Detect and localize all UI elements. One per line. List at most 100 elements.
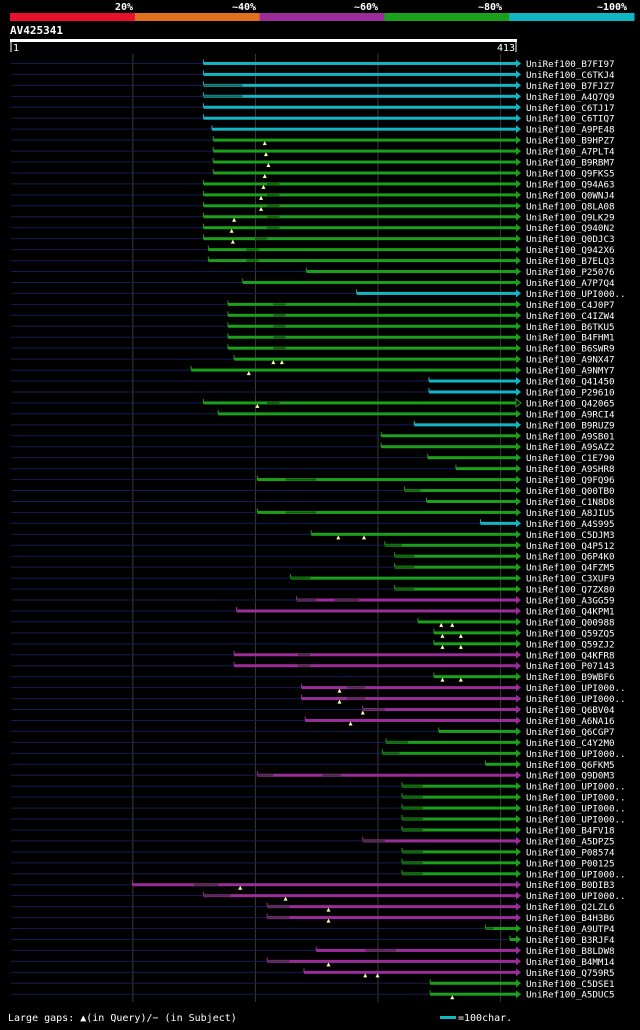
hit-bar[interactable]	[386, 740, 516, 744]
hit-row[interactable]: UniRef100_C5DSE1	[11, 979, 615, 990]
hit-label[interactable]: UniRef100_C4J0P7	[526, 300, 615, 311]
hit-bar[interactable]	[381, 445, 516, 449]
hit-row[interactable]: UniRef100_Q759R5	[11, 968, 615, 979]
hit-row[interactable]: UniRef100_A9SHR8	[11, 464, 615, 475]
hit-label[interactable]: UniRef100_C5DJM3	[526, 530, 615, 541]
hit-bar[interactable]	[203, 72, 516, 76]
hit-label[interactable]: UniRef100_A7P7Q4	[526, 278, 615, 289]
hit-row[interactable]: UniRef100_C1E790	[11, 453, 615, 464]
hit-label[interactable]: UniRef100_A5DPZ5	[526, 836, 615, 847]
hit-bar[interactable]	[227, 324, 516, 328]
hit-bar[interactable]	[213, 171, 516, 175]
hit-bar[interactable]	[402, 850, 516, 854]
hit-row[interactable]: UniRef100_B7FI97	[11, 59, 615, 70]
hit-label[interactable]: UniRef100_Q6CGP7	[526, 727, 615, 738]
hit-bar[interactable]	[213, 160, 516, 164]
hit-label[interactable]: UniRef100_Q2LZL6	[526, 902, 615, 913]
hit-label[interactable]: UniRef100_UPI000..	[526, 782, 626, 793]
hit-bar[interactable]	[414, 423, 516, 427]
hit-label[interactable]: UniRef100_P25076	[526, 267, 615, 278]
hit-row[interactable]: UniRef100_C4IZW4	[11, 311, 615, 322]
hit-row[interactable]: UniRef100_Q940N2	[11, 223, 615, 234]
hit-bar[interactable]	[203, 83, 516, 87]
hit-label[interactable]: UniRef100_UPI000..	[526, 891, 626, 902]
hit-label[interactable]: UniRef100_C1N8D8	[526, 497, 615, 508]
hit-label[interactable]: UniRef100_C4IZW4	[526, 311, 615, 322]
hit-label[interactable]: UniRef100_UPI000..	[526, 869, 626, 880]
hit-label[interactable]: UniRef100_B4H3B6	[526, 913, 615, 924]
hit-row[interactable]: UniRef100_C5DJM3	[11, 530, 615, 541]
hit-bar[interactable]	[203, 401, 516, 405]
hit-label[interactable]: UniRef100_Q9FKS5	[526, 168, 615, 179]
hit-label[interactable]: UniRef100_P29610	[526, 387, 615, 398]
hit-label[interactable]: UniRef100_Q9FQ96	[526, 475, 615, 486]
hit-label[interactable]: UniRef100_A3GG59	[526, 596, 615, 607]
hit-row[interactable]: UniRef100_Q00TB0	[11, 486, 615, 497]
hit-row[interactable]: UniRef100_Q4KFR8	[11, 650, 615, 661]
hit-row[interactable]: UniRef100_A9NX47	[11, 355, 615, 366]
hit-row[interactable]: UniRef100_A5DUC5	[11, 990, 615, 1001]
hit-bar[interactable]	[203, 116, 516, 120]
hit-bar[interactable]	[428, 379, 516, 383]
hit-bar[interactable]	[430, 992, 516, 996]
hit-row[interactable]: UniRef100_A7PLT4	[11, 147, 615, 158]
hit-bar[interactable]	[267, 959, 516, 963]
hit-bar[interactable]	[203, 237, 516, 241]
hit-bar[interactable]	[384, 543, 516, 547]
hit-row[interactable]: UniRef100_C4Y2M0	[11, 738, 615, 749]
hit-bar[interactable]	[433, 631, 516, 635]
hit-bar[interactable]	[242, 280, 516, 284]
hit-bar[interactable]	[227, 313, 516, 317]
hit-row[interactable]: UniRef100_UPI000..	[11, 815, 626, 826]
hit-label[interactable]: UniRef100_A5DUC5	[526, 990, 615, 1001]
hit-label[interactable]: UniRef100_C3XUF9	[526, 574, 615, 585]
hit-bar[interactable]	[203, 193, 516, 197]
hit-row[interactable]: UniRef100_A4S995	[11, 519, 615, 530]
hit-row[interactable]: UniRef100_UPI000..	[11, 793, 626, 804]
hit-bar[interactable]	[203, 226, 516, 230]
hit-row[interactable]: UniRef100_B4MM14	[11, 957, 615, 968]
hit-bar[interactable]	[203, 182, 516, 186]
hit-label[interactable]: UniRef100_A6NA16	[526, 716, 615, 727]
hit-bar[interactable]	[402, 795, 516, 799]
hit-row[interactable]: UniRef100_Q4P512	[11, 541, 615, 552]
hit-row[interactable]: UniRef100_Q94A63	[11, 179, 615, 190]
hit-label[interactable]: UniRef100_Q940N2	[526, 223, 615, 234]
hit-label[interactable]: UniRef100_Q41450	[526, 377, 615, 388]
hit-row[interactable]: UniRef100_B8LDW8	[11, 946, 615, 957]
hit-row[interactable]: UniRef100_P08574	[11, 847, 615, 858]
hit-bar[interactable]	[402, 861, 516, 865]
hit-bar[interactable]	[311, 532, 516, 536]
hit-bar[interactable]	[430, 981, 516, 985]
hit-bar[interactable]	[203, 215, 516, 219]
hit-label[interactable]: UniRef100_B9WBF6	[526, 672, 615, 683]
hit-bar[interactable]	[267, 916, 516, 920]
hit-label[interactable]: UniRef100_P07143	[526, 661, 615, 672]
hit-bar[interactable]	[394, 554, 516, 558]
hit-bar[interactable]	[301, 697, 516, 701]
hit-row[interactable]: UniRef100_A4Q7Q9	[11, 92, 615, 103]
hit-row[interactable]: UniRef100_P07143	[11, 661, 615, 672]
hit-label[interactable]: UniRef100_P00125	[526, 858, 615, 869]
hit-bar[interactable]	[426, 499, 516, 503]
hit-row[interactable]: UniRef100_UPI000..	[11, 869, 626, 880]
hit-row[interactable]: UniRef100_Q4FZM5	[11, 563, 615, 574]
hit-row[interactable]: UniRef100_B6TKU5	[11, 322, 615, 333]
hit-row[interactable]: UniRef100_B7ELQ3	[11, 256, 615, 267]
hit-bar[interactable]	[213, 149, 516, 153]
hit-bar[interactable]	[212, 127, 517, 131]
hit-bar[interactable]	[381, 434, 516, 438]
hit-label[interactable]: UniRef100_B9HPZ7	[526, 136, 615, 147]
hit-row[interactable]: UniRef100_UPI000..	[11, 804, 626, 815]
hit-row[interactable]: UniRef100_A9RCI4	[11, 409, 615, 420]
hit-row[interactable]: UniRef100_Q9LK29	[11, 212, 615, 223]
hit-bar[interactable]	[306, 270, 516, 274]
hit-bar[interactable]	[296, 598, 516, 602]
hit-bar[interactable]	[438, 729, 516, 733]
hit-label[interactable]: UniRef100_B7ELQ3	[526, 256, 615, 267]
hit-row[interactable]: UniRef100_Q8LA08	[11, 201, 615, 212]
hit-row[interactable]: UniRef100_A7P7Q4	[11, 278, 615, 289]
hit-label[interactable]: UniRef100_Q6FKM5	[526, 760, 615, 771]
hit-bar[interactable]	[203, 94, 516, 98]
hit-bar[interactable]	[402, 828, 516, 832]
